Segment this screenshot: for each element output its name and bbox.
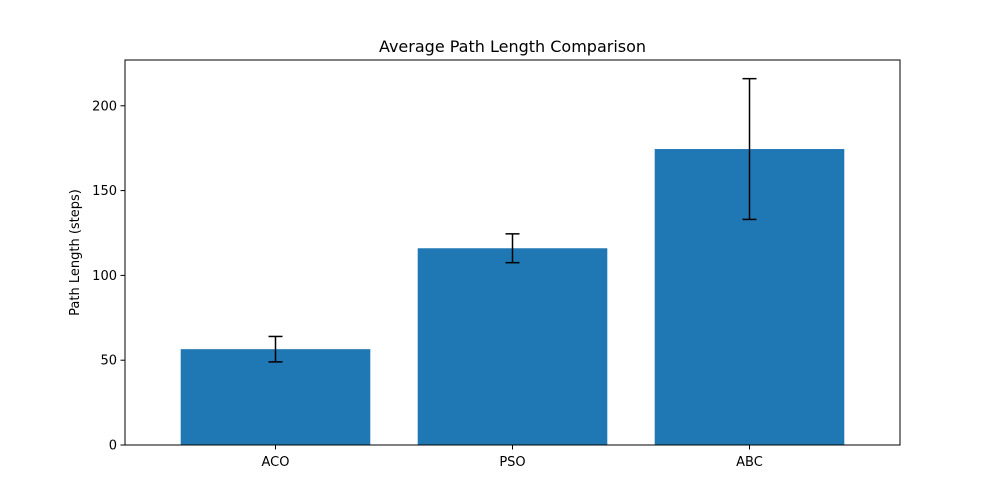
x-axis: ACO PSO ABC [262,445,763,470]
error-bars-layer [268,77,757,363]
y-axis: 0 50 100 150 200 [92,99,125,454]
y-tick-label: 200 [92,99,117,114]
x-tick-label-aco: ACO [262,455,290,470]
x-tick-label-pso: PSO [499,455,525,470]
plot-frame [124,59,901,446]
x-tick-label-abc: ABC [736,455,763,470]
y-tick-label: 100 [92,269,117,284]
error-bar-aco [268,335,283,363]
y-tick-label: 0 [109,439,117,454]
bar-pso [417,248,608,445]
error-bar-pso [505,233,520,264]
y-axis-label: Path Length (steps) [68,189,83,316]
chart-title: Average Path Length Comparison [379,37,646,56]
bars-layer [180,149,845,445]
bar-aco [180,349,371,445]
y-tick-label: 150 [92,184,117,199]
y-tick-label: 50 [100,354,117,369]
error-bar-abc [742,77,757,221]
